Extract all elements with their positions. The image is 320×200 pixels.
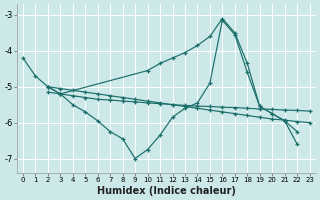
X-axis label: Humidex (Indice chaleur): Humidex (Indice chaleur): [97, 186, 236, 196]
